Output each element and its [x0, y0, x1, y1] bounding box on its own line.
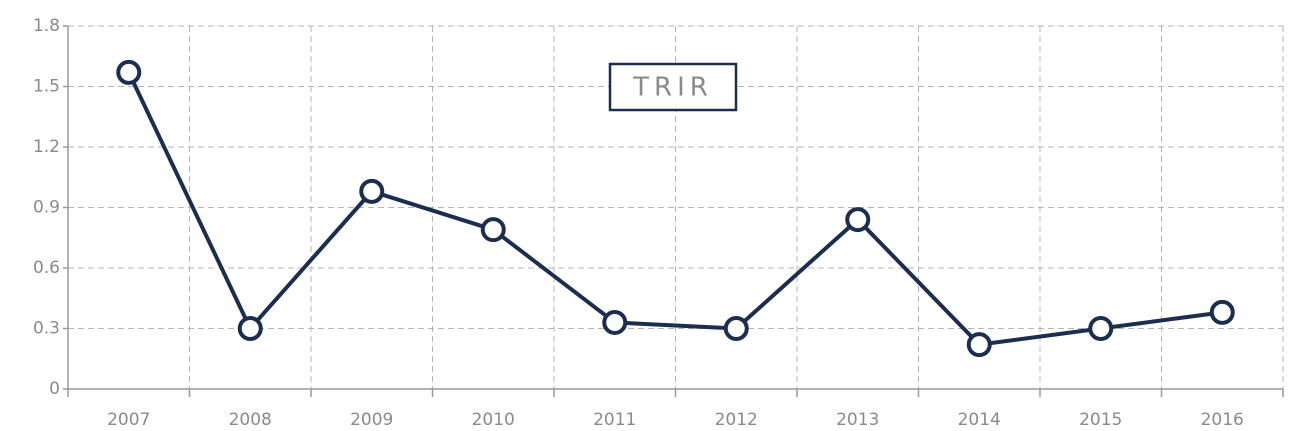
- x-tick-label: 2009: [350, 410, 393, 430]
- x-tick-label: 2011: [593, 410, 636, 430]
- point: [480, 217, 506, 243]
- y-tick-label: 1.2: [33, 137, 60, 157]
- point: [1209, 299, 1235, 325]
- y-tick-label: 0.6: [33, 258, 60, 278]
- x-tick-label: 2015: [1079, 410, 1122, 430]
- legend-box: [608, 62, 738, 112]
- y-tick-label: 0.9: [33, 198, 60, 218]
- x-tick-label: 2016: [1201, 410, 1244, 430]
- y-tick-label: 0.3: [33, 319, 60, 339]
- y-tick-label: 1.8: [33, 16, 60, 36]
- y-tick-label: 0: [49, 379, 60, 399]
- line: [126, 71, 1223, 347]
- x-tick-label: 2012: [715, 410, 758, 430]
- point: [1088, 316, 1114, 341]
- x-tick-label: 2013: [836, 410, 879, 430]
- y-tick-label: 1.5: [33, 77, 60, 97]
- point: [237, 316, 263, 341]
- point: [359, 178, 385, 204]
- x-tick-label: 2014: [958, 410, 1001, 430]
- point: [602, 309, 628, 335]
- point: [116, 59, 142, 85]
- legend-label: TRIR: [632, 73, 713, 103]
- x-tick-label: 2010: [472, 410, 515, 430]
- point: [845, 207, 871, 233]
- point: [966, 332, 992, 358]
- x-tick-label: 2008: [229, 410, 272, 430]
- x-tick-label: 2007: [107, 410, 150, 430]
- point: [723, 316, 749, 341]
